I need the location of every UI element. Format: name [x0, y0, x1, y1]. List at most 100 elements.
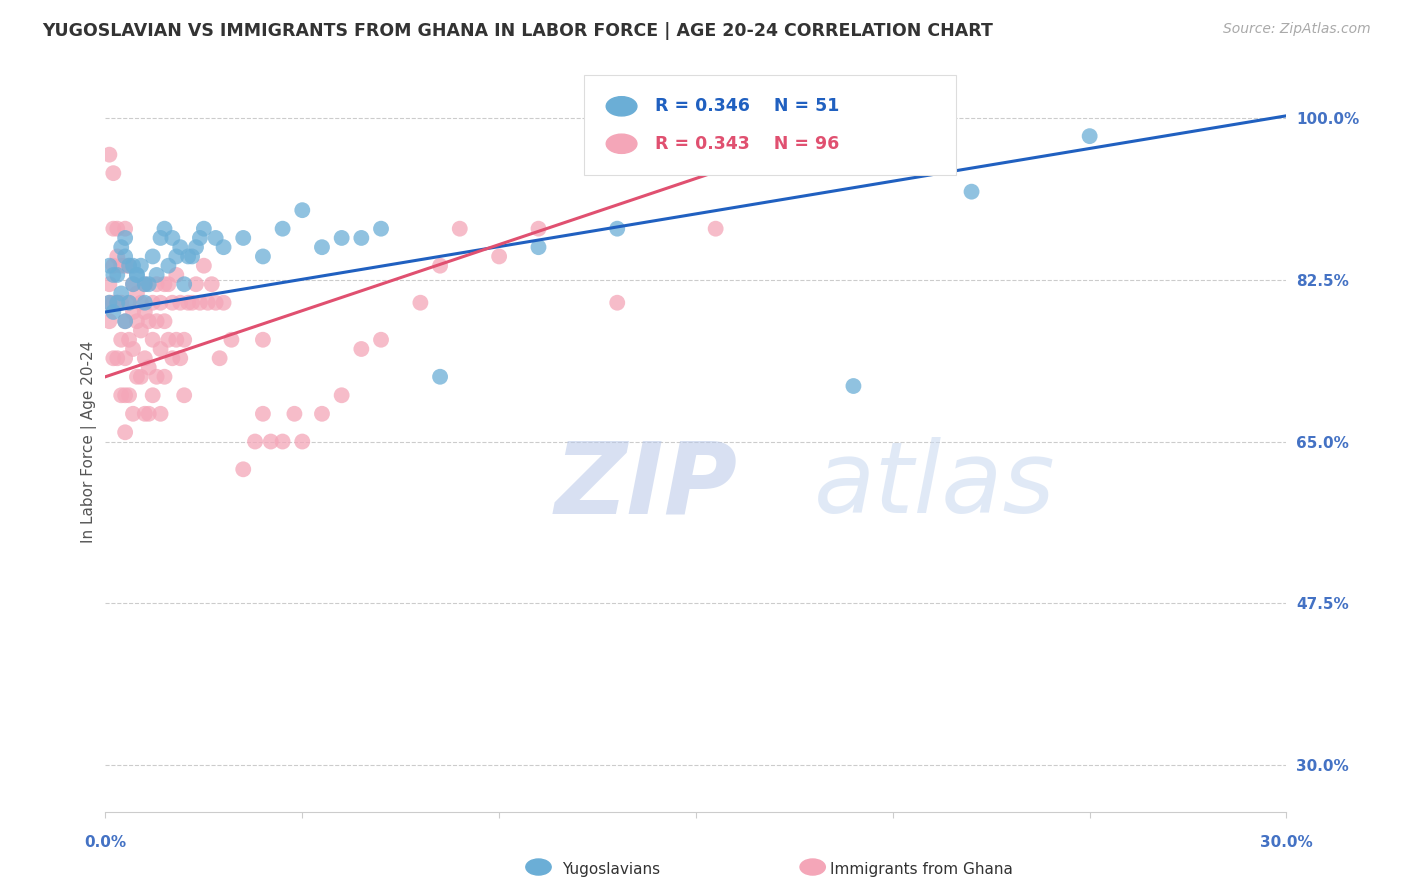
Point	[193, 259, 215, 273]
Point	[118, 259, 141, 273]
Point	[271, 434, 294, 449]
Point	[188, 231, 211, 245]
Point	[103, 305, 125, 319]
Point	[118, 333, 141, 347]
Point	[350, 342, 373, 356]
Point	[162, 231, 184, 245]
Point	[149, 231, 172, 245]
Point	[409, 295, 432, 310]
Point	[145, 369, 167, 384]
Point	[103, 295, 125, 310]
Point	[149, 407, 172, 421]
Point	[110, 388, 132, 402]
Point	[260, 434, 283, 449]
Point	[291, 434, 314, 449]
Point	[960, 185, 983, 199]
Point	[142, 249, 165, 264]
Point	[291, 203, 314, 218]
Point	[165, 268, 187, 282]
Point	[110, 295, 132, 310]
Point	[118, 388, 141, 402]
Point	[252, 333, 274, 347]
Point	[350, 231, 373, 245]
Point	[114, 314, 136, 328]
Point	[118, 295, 141, 310]
Point	[114, 388, 136, 402]
Point	[204, 295, 226, 310]
Text: R = 0.346    N = 51: R = 0.346 N = 51	[655, 97, 839, 115]
Point	[103, 166, 125, 180]
Point	[184, 277, 207, 292]
Text: YUGOSLAVIAN VS IMMIGRANTS FROM GHANA IN LABOR FORCE | AGE 20-24 CORRELATION CHAR: YUGOSLAVIAN VS IMMIGRANTS FROM GHANA IN …	[42, 22, 993, 40]
Point	[429, 369, 451, 384]
Point	[122, 259, 145, 273]
Point	[162, 351, 184, 366]
Y-axis label: In Labor Force | Age 20-24: In Labor Force | Age 20-24	[82, 341, 97, 542]
Point	[169, 351, 191, 366]
Point	[98, 295, 121, 310]
Point	[157, 259, 180, 273]
Text: 30.0%: 30.0%	[1260, 836, 1313, 850]
Point	[103, 351, 125, 366]
Point	[527, 240, 550, 254]
Point	[252, 407, 274, 421]
Point	[142, 388, 165, 402]
Point	[125, 314, 148, 328]
Point	[138, 360, 160, 375]
Point	[842, 379, 865, 393]
Point	[122, 407, 145, 421]
Point	[98, 277, 121, 292]
Point	[149, 342, 172, 356]
Point	[1078, 129, 1101, 144]
Point	[134, 305, 156, 319]
Point	[142, 295, 165, 310]
Point	[232, 231, 254, 245]
Point	[118, 295, 141, 310]
Circle shape	[800, 859, 825, 875]
Text: Immigrants from Ghana: Immigrants from Ghana	[830, 863, 1012, 877]
Text: ZIP: ZIP	[554, 437, 737, 534]
Point	[193, 221, 215, 235]
Point	[208, 351, 231, 366]
Point	[243, 434, 266, 449]
Point	[114, 314, 136, 328]
Point	[212, 295, 235, 310]
Point	[188, 295, 211, 310]
Point	[704, 221, 727, 235]
Point	[212, 240, 235, 254]
Point	[114, 231, 136, 245]
Point	[98, 147, 121, 161]
Point	[110, 240, 132, 254]
Point	[122, 277, 145, 292]
Point	[145, 268, 167, 282]
Point	[184, 240, 207, 254]
Point	[153, 369, 176, 384]
Point	[165, 333, 187, 347]
Text: Yugoslavians: Yugoslavians	[562, 863, 661, 877]
Point	[173, 388, 195, 402]
Point	[110, 286, 132, 301]
Point	[153, 277, 176, 292]
Point	[134, 351, 156, 366]
Point	[145, 277, 167, 292]
Point	[98, 295, 121, 310]
Circle shape	[606, 134, 637, 153]
Point	[153, 314, 176, 328]
Point	[370, 221, 392, 235]
Point	[165, 249, 187, 264]
Point	[122, 305, 145, 319]
Text: 0.0%: 0.0%	[84, 836, 127, 850]
Point	[330, 231, 353, 245]
Point	[125, 369, 148, 384]
Point	[142, 333, 165, 347]
Point	[134, 277, 156, 292]
Point	[157, 277, 180, 292]
Point	[105, 268, 128, 282]
Point	[122, 342, 145, 356]
Point	[370, 333, 392, 347]
Point	[129, 259, 152, 273]
Point	[105, 221, 128, 235]
Point	[98, 314, 121, 328]
Point	[311, 240, 333, 254]
Point	[204, 231, 226, 245]
